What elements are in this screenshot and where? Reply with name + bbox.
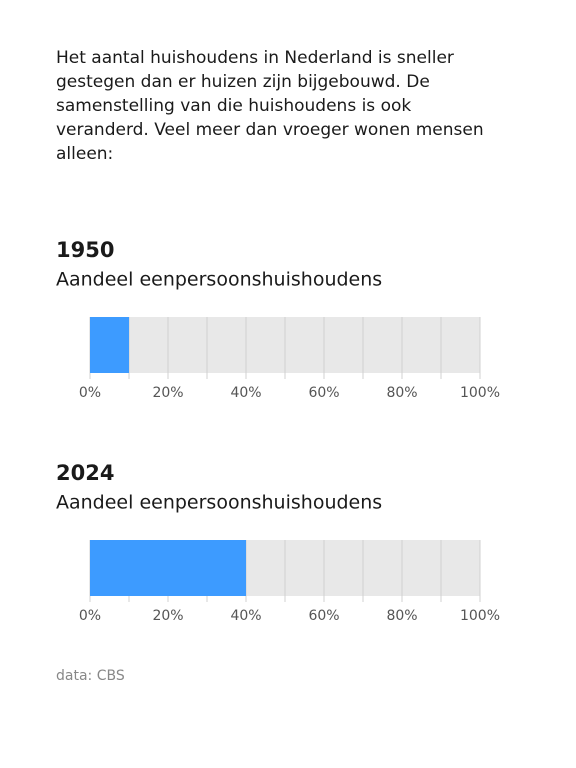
x-tick-label: 80% bbox=[386, 608, 417, 624]
chart-title: 2024 bbox=[56, 461, 114, 485]
x-tick-label: 60% bbox=[308, 608, 339, 624]
x-tick-label: 0% bbox=[79, 608, 101, 624]
x-tick-label: 40% bbox=[230, 608, 261, 624]
x-tick-label: 20% bbox=[152, 608, 183, 624]
x-tick-label: 40% bbox=[230, 385, 261, 401]
x-tick-label: 20% bbox=[152, 385, 183, 401]
x-tick-label: 80% bbox=[386, 385, 417, 401]
chart-subtitle: Aandeel eenpersoonshuishoudens bbox=[56, 269, 382, 291]
intro-text: Het aantal huishoudens in Nederland is s… bbox=[56, 48, 484, 164]
bar bbox=[90, 317, 129, 373]
chart-title: 1950 bbox=[56, 238, 114, 262]
source: data: CBS bbox=[56, 668, 125, 684]
bar bbox=[90, 540, 246, 596]
chart-subtitle: Aandeel eenpersoonshuishoudens bbox=[56, 492, 382, 514]
x-tick-label: 100% bbox=[460, 608, 500, 624]
x-tick-label: 60% bbox=[308, 385, 339, 401]
x-tick-label: 100% bbox=[460, 385, 500, 401]
x-tick-label: 0% bbox=[79, 385, 101, 401]
